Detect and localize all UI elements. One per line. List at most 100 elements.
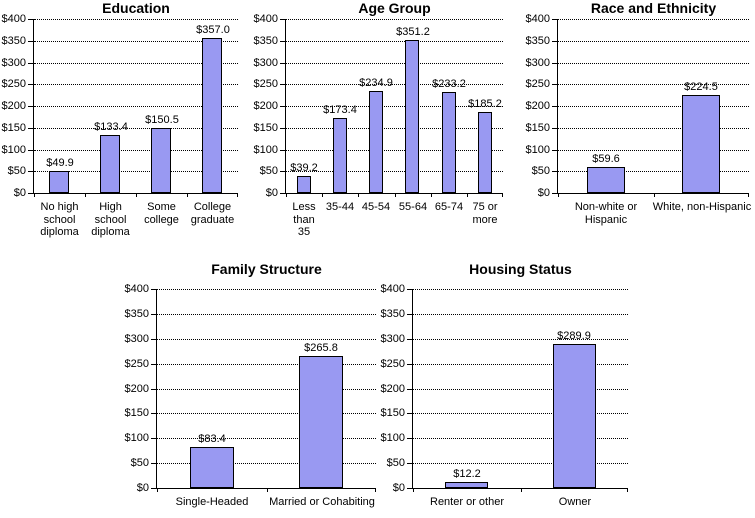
gridline	[286, 84, 503, 85]
chart-housing-status: Housing Status $0 $50 $100 $150 $200 $250 $300…	[381, 261, 628, 508]
x-axis-tick	[654, 193, 655, 197]
gridline	[413, 463, 628, 464]
y-axis-label: $400	[380, 283, 405, 295]
gridline	[558, 63, 749, 64]
gridline	[34, 41, 238, 42]
y-axis-label: $350	[380, 308, 405, 320]
gridline	[286, 128, 503, 129]
bar-data-label: $265.8	[304, 342, 338, 354]
bar	[100, 135, 120, 193]
y-axis-label: $50	[259, 165, 278, 177]
x-axis-tick	[748, 193, 749, 197]
x-axis-category-label: No high school diploma	[40, 201, 79, 238]
y-axis-label: $400	[253, 13, 278, 25]
bar-data-label: $39.2	[290, 162, 318, 174]
y-axis-tick	[151, 364, 156, 365]
bar-data-label: $83.4	[198, 433, 226, 445]
y-axis-label: $300	[1, 57, 26, 69]
chart-age-group: Age Group $0 $50 $100 $150 $200 $250 $300 $350 $…	[254, 0, 503, 238]
gridline	[157, 339, 376, 340]
bar	[682, 95, 720, 193]
y-axis-tick	[407, 488, 412, 489]
y-axis-label: $250	[253, 78, 278, 90]
chart-title: Family Structure	[211, 261, 322, 277]
x-axis-tick	[627, 488, 628, 492]
bar	[553, 344, 596, 488]
x-axis-tick	[34, 193, 35, 197]
y-axis-tick	[407, 389, 412, 390]
x-axis-tick	[237, 193, 238, 197]
y-axis-tick	[28, 193, 33, 194]
y-axis-tick	[28, 19, 33, 20]
y-axis-tick	[280, 19, 285, 20]
bar	[49, 171, 69, 193]
bar	[333, 118, 347, 193]
y-axis-tick	[552, 150, 557, 151]
y-axis-label: $400	[525, 13, 550, 25]
x-axis-tick	[358, 193, 359, 197]
y-axis-label: $300	[124, 333, 149, 345]
y-axis-label: $350	[525, 35, 550, 47]
x-axis-category-label: Some college	[144, 201, 179, 226]
gridline	[34, 150, 238, 151]
gridline	[286, 150, 503, 151]
gridline	[157, 314, 376, 315]
bar-data-label: $173.4	[323, 104, 357, 116]
bar-data-label: $12.2	[453, 468, 481, 480]
y-axis-tick	[552, 19, 557, 20]
x-axis-category-label: 55-64	[398, 201, 428, 213]
bar	[190, 447, 234, 488]
y-axis-tick	[280, 41, 285, 42]
y-axis-tick	[280, 171, 285, 172]
bar	[405, 40, 419, 193]
y-axis-label: $0	[136, 482, 149, 494]
bar-data-label: $224.5	[684, 81, 718, 93]
gridline	[558, 19, 749, 20]
y-axis-label: $300	[380, 333, 405, 345]
y-axis-label: $50	[531, 165, 550, 177]
y-axis-tick	[280, 63, 285, 64]
y-axis-label: $100	[253, 144, 278, 156]
chart-race-ethnicity: Race and Ethnicity $0 $50 $100 $150 $200 $250…	[526, 0, 752, 226]
gridline	[157, 289, 376, 290]
gridline	[558, 41, 749, 42]
chart-family-structure: Family Structure $0 $50 $100 $150 $200 $250 $3…	[125, 261, 376, 508]
y-axis-label: $0	[265, 187, 278, 199]
bar	[445, 482, 488, 488]
x-axis-tick	[85, 193, 86, 197]
y-axis-label: $350	[253, 35, 278, 47]
y-axis-label: $150	[124, 407, 149, 419]
y-axis-label: $300	[525, 57, 550, 69]
gridline	[413, 438, 628, 439]
y-axis-tick	[280, 128, 285, 129]
y-axis-label: $350	[1, 35, 26, 47]
y-axis-tick	[28, 63, 33, 64]
y-axis-tick	[407, 438, 412, 439]
y-axis-label: $0	[392, 482, 405, 494]
gridline	[34, 63, 238, 64]
gridline	[413, 339, 628, 340]
x-axis-tick	[322, 193, 323, 197]
y-axis-tick	[28, 41, 33, 42]
y-axis-tick	[151, 314, 156, 315]
bar-data-label: $49.9	[46, 157, 74, 169]
gridline	[34, 128, 238, 129]
bar	[151, 128, 171, 193]
x-axis-category-label: 45-54	[361, 201, 391, 213]
bar	[299, 356, 343, 488]
y-axis-label: $100	[380, 432, 405, 444]
x-axis-tick	[395, 193, 396, 197]
y-axis-tick	[151, 289, 156, 290]
bar-data-label: $351.2	[396, 26, 430, 38]
y-axis-tick	[280, 193, 285, 194]
gridline	[413, 389, 628, 390]
y-axis-label: $300	[253, 57, 278, 69]
bar-data-label: $357.0	[196, 24, 230, 36]
y-axis-label: $150	[380, 407, 405, 419]
chart-title: Housing Status	[469, 261, 572, 277]
bar-data-label: $233.2	[432, 78, 466, 90]
y-axis-label: $250	[124, 358, 149, 370]
x-axis-tick	[375, 488, 376, 492]
gridline	[286, 19, 503, 20]
y-axis-tick	[552, 41, 557, 42]
